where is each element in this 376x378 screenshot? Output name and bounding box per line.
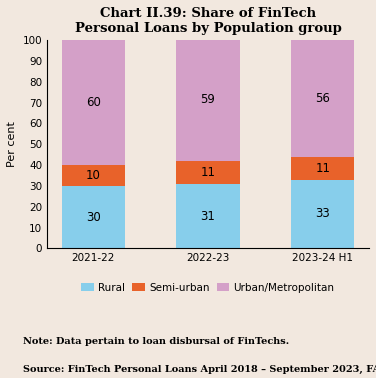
Bar [291,157,355,180]
Y-axis label: Per cent: Per cent [7,121,17,167]
Title: Chart II.39: Share of FinTech
Personal Loans by Population group: Chart II.39: Share of FinTech Personal L… [74,7,341,35]
Text: 59: 59 [200,93,215,106]
Bar [176,184,240,248]
Text: 31: 31 [200,209,215,223]
Bar [62,40,125,165]
Text: 30: 30 [86,211,100,224]
Bar [62,165,125,186]
Text: Note: Data pertain to loan disbursal of FinTechs.: Note: Data pertain to loan disbursal of … [23,337,289,346]
Text: 11: 11 [315,162,331,175]
Bar [291,40,355,157]
Bar [176,38,240,161]
Text: 10: 10 [86,169,101,182]
Bar [62,186,125,248]
Bar [176,161,240,184]
Legend: Rural, Semi-urban, Urban/Metropolitan: Rural, Semi-urban, Urban/Metropolitan [77,279,339,297]
Text: 11: 11 [200,166,215,179]
Text: Source: FinTech Personal Loans April 2018 – September 2023, FACE.: Source: FinTech Personal Loans April 201… [23,365,376,374]
Bar [291,180,355,248]
Text: 56: 56 [315,92,330,105]
Text: 33: 33 [315,208,330,220]
Text: 60: 60 [86,96,101,109]
